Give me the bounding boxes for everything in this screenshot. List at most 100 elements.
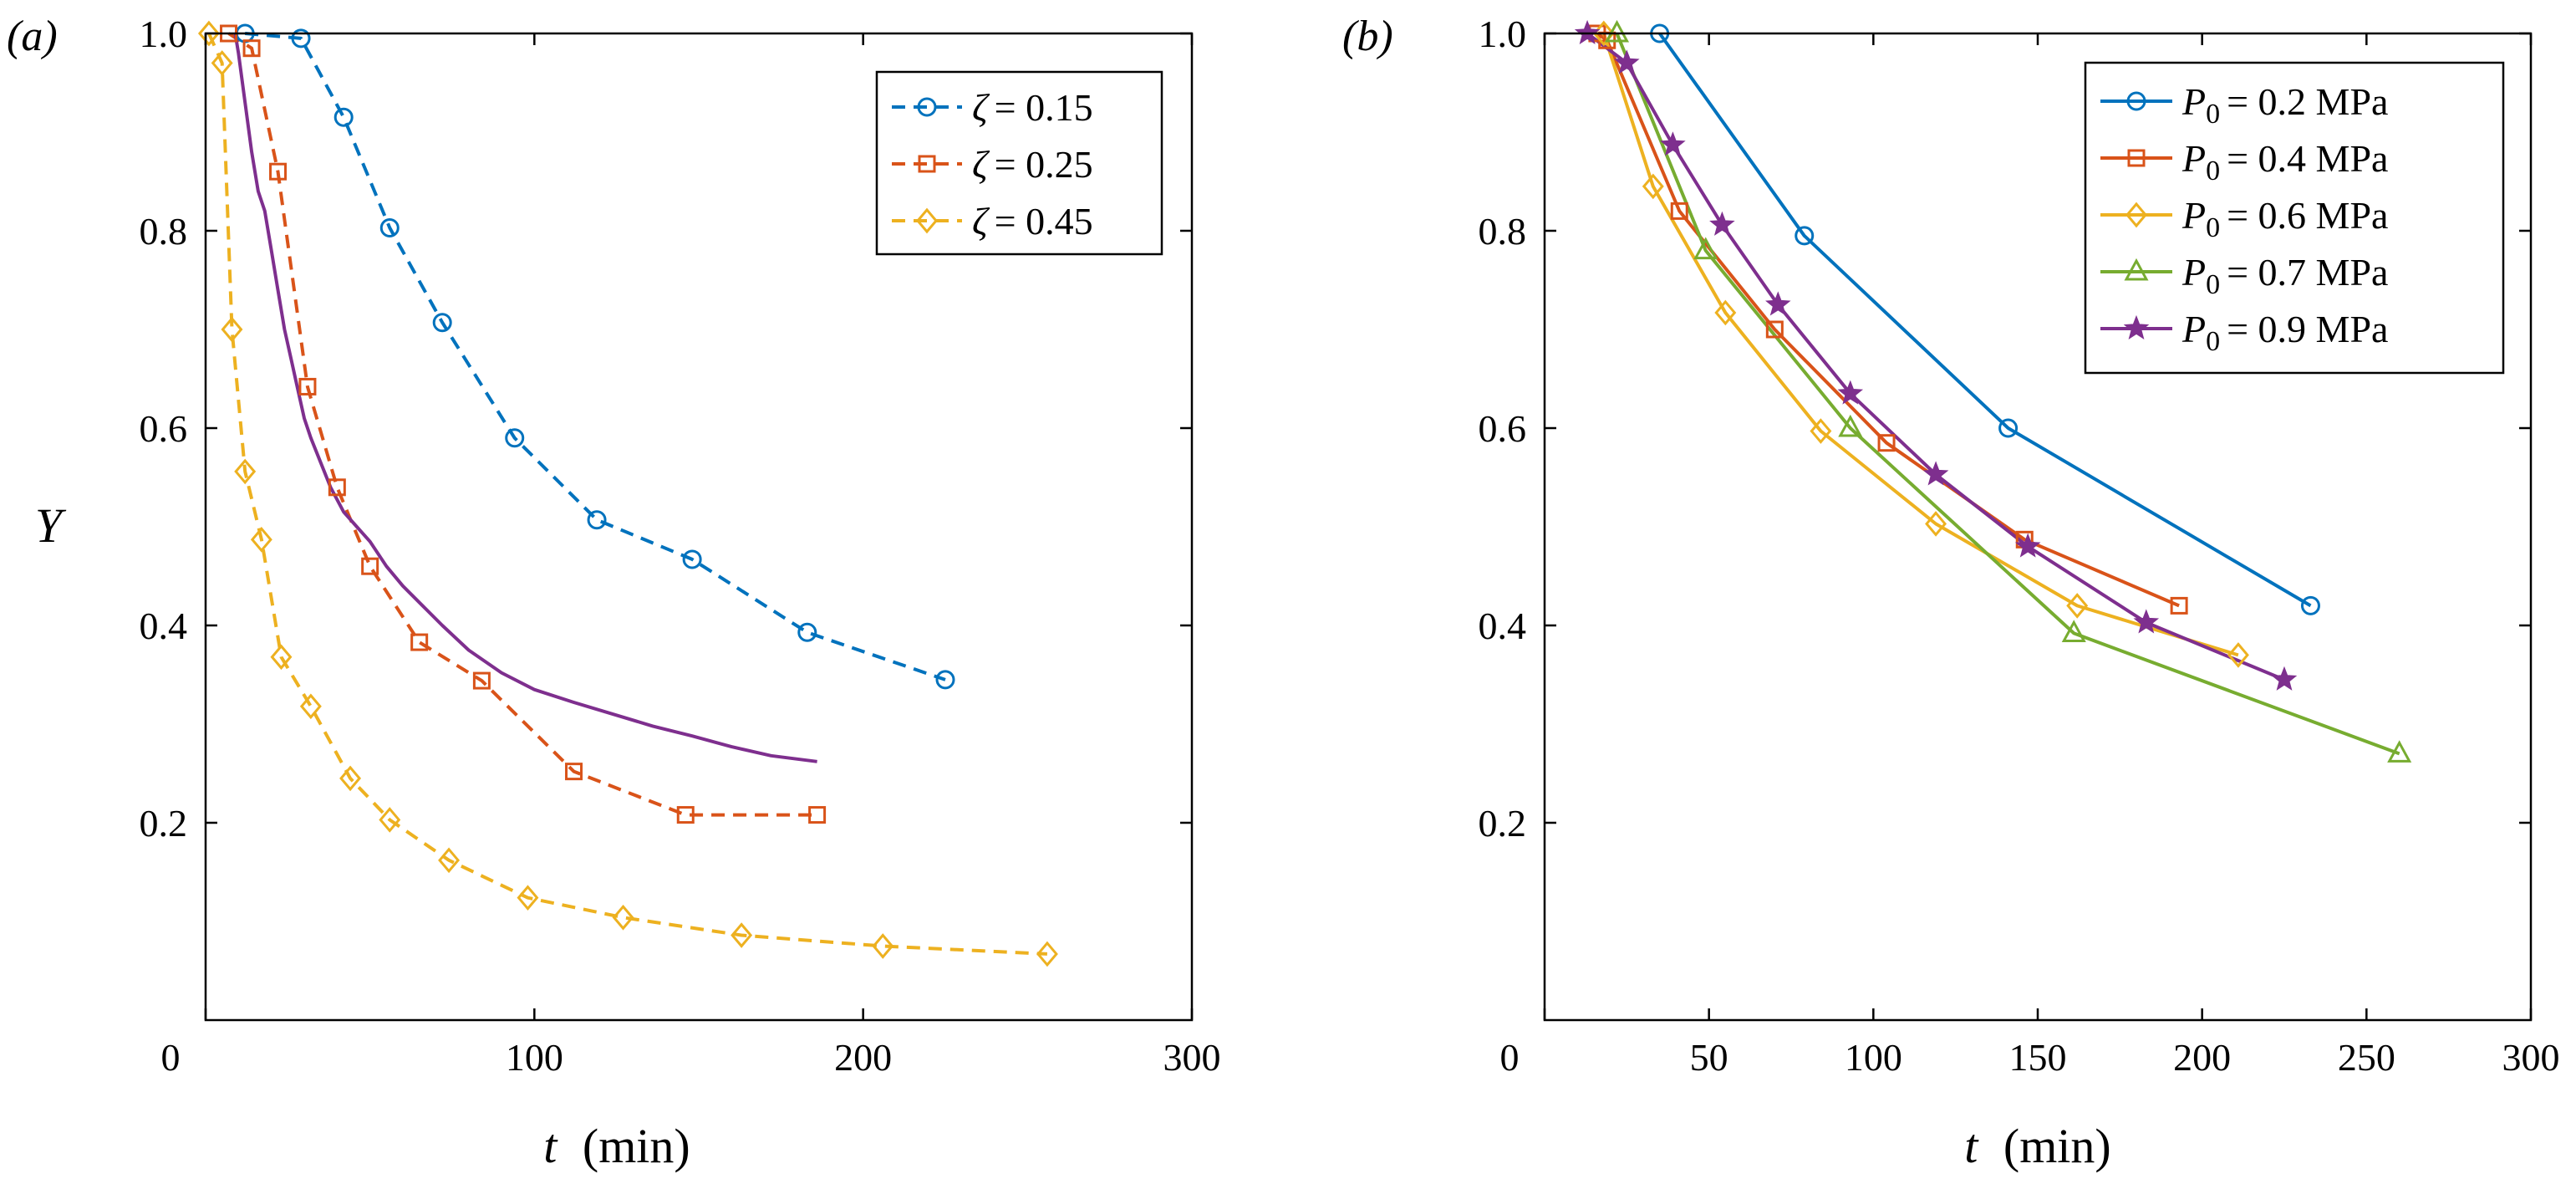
panel-b-legend-symbol-4: P (2181, 308, 2206, 350)
panel-a-series-2-point (221, 316, 243, 343)
panel-a-series-0-point (379, 217, 400, 237)
panel-b-series-3-point (1838, 414, 1863, 437)
panel-a-series-1-point (298, 377, 317, 395)
panel-b-y-tick-label: 0.4 (1479, 605, 1527, 647)
panel-b-series-4-point (1660, 131, 1686, 156)
panel-a-legend-label-0: ζ = 0.15 (972, 86, 1093, 129)
panel-a-series-0-point (935, 670, 955, 690)
panel-b-legend-box (2084, 61, 2505, 375)
panel-b-series-4-point (1709, 211, 1735, 236)
panel-a-series-0-point (682, 549, 702, 569)
panel-a-series-2-point (197, 20, 220, 47)
panel-a-series-2-point (339, 765, 362, 792)
panel-b-series-1-point (1877, 434, 1896, 452)
panel-a-series-1-point (565, 763, 583, 781)
panel-a-series-2-point (270, 644, 293, 671)
panel-a-x-tick-label: 100 (506, 1036, 563, 1079)
panel-b-legend-value-3: = 0.7 MPa (2227, 251, 2388, 293)
panel-a-series-2-point (379, 807, 401, 833)
panel-b-series-4-point (2271, 666, 2298, 691)
panel-b-legend-subscript-0: 0 (2206, 99, 2220, 130)
panel-a-series-2-point (234, 458, 257, 485)
panel-a-series-1-point (269, 162, 288, 181)
panel-b-legend-marker-4 (2123, 314, 2150, 339)
panel-a-series-3-line (233, 33, 817, 763)
panel-a-legend-symbol-2: ζ (972, 200, 990, 242)
panel-a-lines (207, 32, 1047, 956)
panel-b-series-3-point (2061, 620, 2086, 642)
panel-a-legend-marker-0 (917, 97, 937, 117)
panel-a-y-tick-label: 0.6 (140, 407, 188, 450)
panel-a-series-0-point (587, 510, 607, 530)
panel-b-legend-marker-0 (2126, 91, 2146, 111)
panel-b-legend-value-4: = 0.9 MPa (2227, 308, 2388, 350)
panel-a-series-2-point (211, 50, 233, 76)
panel-b-legend-subscript-2: 0 (2206, 212, 2220, 243)
panel-b-x-tick-label: 150 (2009, 1036, 2067, 1079)
panel-a-series-2-point (299, 693, 322, 720)
panel-a-legend-label-2: ζ = 0.45 (972, 200, 1093, 242)
panel-a-series-1-point (472, 671, 491, 690)
panel-b-legend-marker-1 (2127, 149, 2146, 167)
panel-a-x-axis-symbol: t (543, 1119, 558, 1173)
panel-a-series-0-point (432, 313, 452, 333)
panel-a-legend-value-0: = 0.15 (995, 86, 1093, 129)
panel-b-series-1-point (2170, 596, 2188, 615)
panel-b-legend-label-1: P0 = 0.4 MPa (2181, 137, 2388, 186)
panel-b-series-0-point (1998, 418, 2019, 438)
panel-b-y-tick-label: 1.0 (1479, 13, 1527, 55)
panel-b-series-3-point (1605, 19, 1630, 43)
panel-b-series-2-point (1642, 173, 1664, 200)
panel-b-series-4-point (2133, 609, 2160, 634)
panel-b-legend-marker-3 (2124, 258, 2149, 281)
panel-b-series-1-point (1670, 202, 1688, 220)
panel-b-series-2-point (2066, 593, 2089, 619)
panel-b-series-1-point (1765, 320, 1784, 339)
panel-b-legend-label-3: P0 = 0.7 MPa (2181, 251, 2388, 300)
panel-a-y-tick-label: 0.8 (140, 210, 188, 253)
panel-b-x-tick-label: 250 (2338, 1036, 2395, 1079)
panel-b-legend-symbol-1: P (2181, 137, 2206, 180)
panel-b-series-0-line (1658, 32, 2312, 608)
panel-b-series-2-point (1714, 299, 1737, 326)
panel-b-x-tick-label: 200 (2173, 1036, 2231, 1079)
panel-b-x-axis-unit: (min) (2003, 1119, 2111, 1173)
panel-b-legend-value-0: = 0.2 MPa (2227, 80, 2388, 123)
panel-a-series-0-point (797, 622, 817, 642)
panel-b-legend-label-0: P0 = 0.2 MPa (2181, 80, 2388, 130)
panel-a-legend-marker-2 (916, 207, 938, 234)
panel-b-legend-symbol-3: P (2181, 251, 2206, 293)
panel-a-series-2-point (872, 933, 894, 959)
panel-a-series-2-point (517, 885, 539, 911)
panel-a-series-1-point (328, 478, 346, 497)
panel-a-legend-value-2: = 0.45 (995, 200, 1093, 242)
panel-b-y-tick-label: 0.2 (1479, 802, 1527, 845)
panel-b-legend-symbol-2: P (2181, 194, 2206, 237)
panel-a-legend-label-1: ζ = 0.25 (972, 143, 1093, 186)
panel-b-legend-value-2: = 0.6 MPa (2227, 194, 2388, 237)
panel-b-legend-marker-2 (2125, 202, 2147, 228)
panel-a-legend-marker-1 (918, 155, 936, 173)
panel-b-series-4-line (1586, 32, 2285, 681)
panel-a: (a) Υ t (min) 0 100 200 3000.20.40.60.81.0 … (7, 13, 1221, 1173)
panel-a-series-1-point (242, 39, 261, 58)
panel-a-series-0-point (333, 107, 354, 127)
panel-a-series-1-point (410, 633, 429, 651)
panel-b-x-tick-label: 300 (2502, 1036, 2560, 1079)
panel-b-series-4-point (1765, 291, 1791, 316)
panel-a-series-2-point (612, 904, 634, 931)
panel-a-y-tick-label: 0.2 (140, 802, 188, 845)
panel-b-markers (1574, 19, 2412, 763)
panel-b-x-axis-symbol: t (1964, 1119, 1979, 1173)
panel-b-label: (b) (1342, 13, 1393, 60)
panel-a-series-0-point (291, 28, 311, 48)
panel-a-legend-symbol-1: ζ (972, 143, 990, 186)
panel-a-legend: ζ = 0.15ζ = 0.25ζ = 0.45 (875, 70, 1163, 256)
panel-b-legend-label-4: P0 = 0.9 MPa (2181, 308, 2388, 357)
panel-a-series-1-point (808, 806, 827, 824)
panel-a-series-2-line (207, 33, 1047, 956)
panel-a-y-tick-label: 1.0 (140, 13, 188, 55)
panel-a-series-2-point (438, 847, 461, 874)
